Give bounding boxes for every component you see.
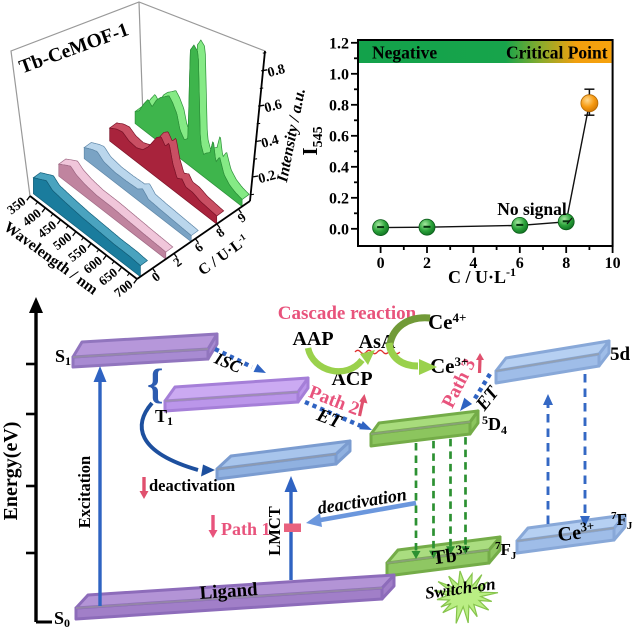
svg-text:deactivation: deactivation [149,476,235,495]
svg-text:Path 1: Path 1 [221,519,271,539]
svg-text:6: 6 [516,255,524,272]
svg-text:Critical Point: Critical Point [506,43,608,63]
svg-text:5D4: 5D4 [482,413,507,437]
svg-text:2: 2 [423,255,431,272]
svg-text:0.4: 0.4 [329,159,349,176]
svg-text:0.2: 0.2 [257,168,278,187]
svg-text:{: { [147,362,164,408]
svg-text:0.8: 0.8 [266,62,287,81]
svg-text:Ligand: Ligand [199,579,259,604]
svg-text:0: 0 [377,255,385,272]
svg-text:5d: 5d [610,344,631,365]
svg-text:7FJ: 7FJ [611,510,633,532]
svg-text:1.0: 1.0 [329,66,349,83]
svg-text:7FJ: 7FJ [495,540,517,562]
svg-text:Excitation: Excitation [75,456,94,528]
svg-text:AAP: AAP [292,328,333,350]
svg-text:0.6: 0.6 [329,128,349,145]
svg-text:1.2: 1.2 [329,35,349,52]
svg-text:C / U·L-1: C / U·L-1 [448,265,516,287]
svg-text:Cascade reaction: Cascade reaction [278,303,417,324]
svg-text:0.4: 0.4 [260,133,281,152]
svg-text:No signal: No signal [497,199,567,219]
svg-text:4: 4 [469,255,477,272]
svg-text:Energy(eV): Energy(eV) [0,422,22,521]
svg-text:0.6: 0.6 [263,97,284,116]
svg-text:0.2: 0.2 [329,190,349,207]
svg-text:8: 8 [562,255,570,272]
svg-text:Negative: Negative [372,43,437,63]
svg-text:10: 10 [605,255,621,272]
svg-text:0.0: 0.0 [329,221,349,238]
svg-text:LMCT: LMCT [265,506,284,556]
svg-text:0.8: 0.8 [329,97,349,114]
